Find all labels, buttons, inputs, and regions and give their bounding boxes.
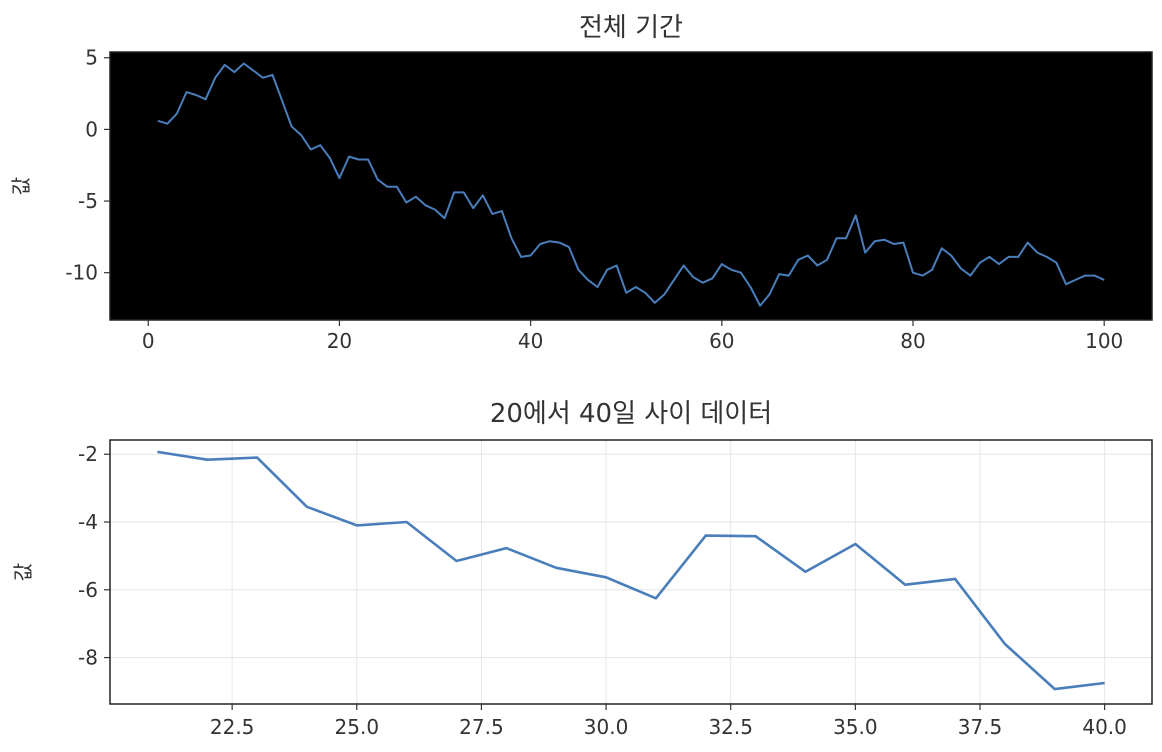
x-tick-label: 0: [142, 329, 155, 353]
grid-20-40: [110, 440, 1152, 704]
y-tick-label: -5: [78, 189, 98, 213]
ticks-20-40: 22.5 25.0 27.5 30.0 32.5 35.0 37.5 40.0 -2 -4 -6 -8: [78, 442, 1127, 739]
ticks-full-period: 0 20 40 60 80 100 5 0 -5 -10: [65, 46, 1123, 353]
x-tick-label: 100: [1085, 329, 1123, 353]
x-tick-label: 40: [518, 329, 543, 353]
series-line-full-period: [157, 62, 1105, 307]
series-line-20-40: [157, 450, 1105, 691]
x-tick-label: 35.0: [833, 715, 878, 739]
x-tick-label: 30.0: [584, 715, 629, 739]
y-axis-label-20-40: 값: [11, 563, 35, 581]
chart-title-20-40: 20에서 40일 사이 데이터: [490, 399, 772, 429]
y-axis-label-full-period: 값: [9, 177, 33, 195]
plot-area-full-period: [110, 52, 1152, 320]
x-tick-label: 20: [327, 329, 352, 353]
y-tick-label: -4: [78, 510, 98, 534]
y-tick-label: 5: [85, 46, 98, 70]
x-tick-label: 60: [709, 329, 734, 353]
x-tick-label: 40.0: [1082, 715, 1127, 739]
plot-frame-full-period: [109, 51, 1153, 321]
x-tick-label: 80: [900, 329, 925, 353]
x-tick-label: 32.5: [708, 715, 753, 739]
y-tick-label: -2: [78, 442, 98, 466]
y-tick-label: -8: [78, 646, 98, 670]
plot-area-20-40: [110, 440, 1152, 704]
x-tick-label: 25.0: [335, 715, 380, 739]
y-tick-label: -10: [65, 261, 98, 285]
x-tick-label: 22.5: [210, 715, 255, 739]
x-tick-label: 37.5: [958, 715, 1003, 739]
y-tick-label: -6: [78, 578, 98, 602]
chart-title-full-period: 전체 기간: [579, 13, 683, 43]
x-tick-label: 27.5: [459, 715, 504, 739]
plot-frame-20-40: [109, 439, 1153, 705]
y-tick-label: 0: [85, 117, 98, 141]
chart-panel-full-period: 0 20 40 60 80 100 5 0 -5 -10 전체 기간 값: [9, 13, 1153, 353]
chart-panel-20-40: 22.5 25.0 27.5 30.0 32.5 35.0 37.5 40.0 -2 -4 -6 -8…: [11, 399, 1153, 739]
